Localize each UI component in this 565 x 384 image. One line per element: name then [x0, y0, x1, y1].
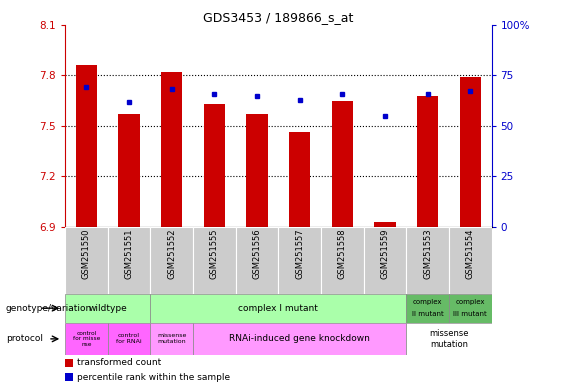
Text: control
for misse
nse: control for misse nse — [73, 331, 100, 347]
Bar — [417, 96, 438, 227]
Bar — [107, 323, 150, 355]
Text: RNAi-induced gene knockdown: RNAi-induced gene knockdown — [229, 334, 370, 343]
Text: complex: complex — [455, 299, 485, 305]
Text: GSM251550: GSM251550 — [82, 228, 91, 279]
Text: protocol: protocol — [6, 334, 42, 343]
Bar — [65, 359, 73, 367]
Text: complex: complex — [413, 299, 442, 305]
Bar — [150, 294, 406, 323]
Bar — [193, 227, 236, 294]
Bar — [161, 72, 182, 227]
Text: missense
mutation: missense mutation — [157, 333, 186, 344]
Bar — [449, 227, 492, 294]
Text: GSM251554: GSM251554 — [466, 228, 475, 279]
Text: GSM251551: GSM251551 — [124, 228, 133, 279]
Bar — [65, 323, 107, 355]
Text: GSM251558: GSM251558 — [338, 228, 347, 279]
Text: complex I mutant: complex I mutant — [238, 304, 318, 313]
Title: GDS3453 / 189866_s_at: GDS3453 / 189866_s_at — [203, 11, 354, 24]
Text: transformed count: transformed count — [77, 358, 161, 367]
Bar — [203, 104, 225, 227]
Text: GSM251553: GSM251553 — [423, 228, 432, 279]
Bar — [150, 323, 193, 355]
Bar — [278, 227, 321, 294]
Bar — [364, 227, 406, 294]
Text: GSM251552: GSM251552 — [167, 228, 176, 279]
Text: III mutant: III mutant — [453, 311, 487, 318]
Bar — [289, 132, 310, 227]
Bar — [65, 227, 107, 294]
Text: II mutant: II mutant — [412, 311, 444, 318]
Text: GSM251557: GSM251557 — [295, 228, 304, 279]
Bar — [406, 323, 492, 355]
Bar — [321, 227, 364, 294]
Bar — [332, 101, 353, 227]
Bar — [107, 227, 150, 294]
Bar — [118, 114, 140, 227]
Text: GSM251559: GSM251559 — [380, 228, 389, 279]
Bar — [236, 227, 279, 294]
Text: GSM251556: GSM251556 — [253, 228, 262, 279]
Text: wildtype: wildtype — [88, 304, 127, 313]
Text: percentile rank within the sample: percentile rank within the sample — [77, 372, 230, 382]
Bar — [65, 294, 150, 323]
Bar — [406, 227, 449, 294]
Bar — [76, 65, 97, 227]
Bar — [374, 222, 396, 227]
Text: genotype/variation: genotype/variation — [6, 304, 92, 313]
Text: missense
mutation: missense mutation — [429, 329, 468, 349]
Text: control
for RNAi: control for RNAi — [116, 333, 142, 344]
Bar — [246, 114, 268, 227]
Bar — [65, 373, 73, 381]
Bar — [150, 227, 193, 294]
Text: GSM251555: GSM251555 — [210, 228, 219, 279]
Bar — [193, 323, 406, 355]
Bar — [459, 77, 481, 227]
Bar — [406, 294, 449, 323]
Bar — [449, 294, 492, 323]
